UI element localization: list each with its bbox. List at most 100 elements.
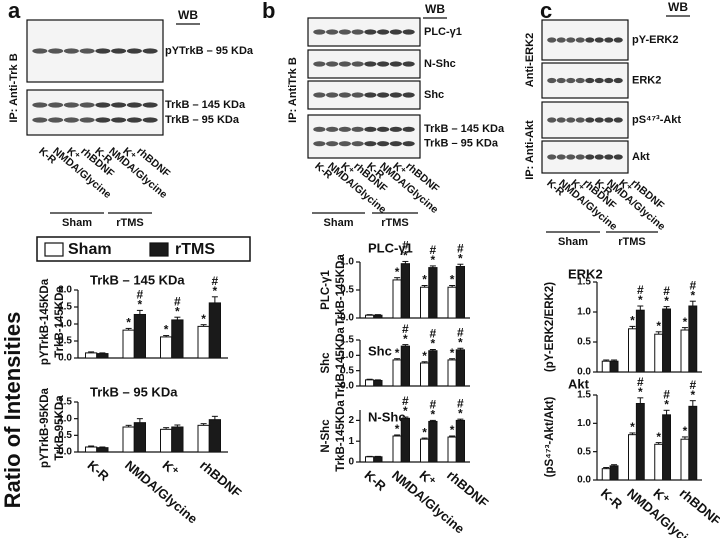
significance-mark: * — [403, 404, 408, 418]
blot — [541, 62, 629, 99]
bar — [662, 308, 671, 373]
error-bar — [374, 314, 381, 316]
blot-band — [377, 141, 390, 147]
bar — [420, 438, 430, 463]
bar — [601, 468, 611, 481]
error-bar — [366, 314, 373, 316]
blot-band — [313, 29, 326, 35]
error-bar — [421, 285, 428, 288]
error-bar — [457, 347, 464, 350]
bar — [171, 319, 184, 359]
legend-box — [36, 236, 251, 262]
significance-mark: * — [450, 346, 455, 360]
blot-band — [338, 29, 351, 35]
significance-mark: * — [126, 316, 131, 330]
blot-band — [547, 154, 557, 160]
blot-band — [63, 117, 79, 123]
panel-label: b — [262, 0, 275, 23]
blot-band — [313, 92, 326, 98]
y-tick-label: 0.0 — [340, 381, 354, 392]
significance-mark: * — [422, 349, 427, 363]
blot-band — [389, 141, 402, 147]
blot-band — [326, 92, 339, 98]
blot-band — [95, 117, 111, 123]
bar — [400, 345, 410, 387]
chart-title: Shc — [368, 343, 392, 358]
significance-mark: * — [175, 304, 180, 318]
error-bar — [637, 397, 644, 404]
blot-band — [556, 77, 566, 84]
blot-band — [338, 92, 351, 98]
blot-band — [79, 48, 95, 54]
significance-mark: * — [690, 388, 695, 402]
significance-mark: # — [402, 394, 409, 408]
blot — [307, 114, 421, 159]
blot-band — [111, 117, 127, 123]
blot-band — [613, 77, 623, 84]
error-bar — [174, 316, 181, 320]
blot-band — [351, 29, 364, 35]
y-tick-label: 0.5 — [577, 337, 591, 348]
error-bar — [163, 335, 170, 337]
error-bar — [200, 324, 207, 327]
x-tick-label: K-R — [598, 485, 626, 512]
blot-label: Akt — [632, 151, 650, 163]
wb-label: WB — [668, 0, 688, 14]
group-label: Sham — [62, 217, 92, 229]
y-tick-label: 0.0 — [577, 475, 591, 486]
significance-mark: # — [402, 322, 409, 336]
blot-band — [402, 126, 415, 132]
y-tick-label: 2.0 — [58, 285, 72, 296]
significance-mark: # — [663, 387, 670, 401]
bar — [635, 309, 645, 373]
y-tick-label: 0.5 — [58, 430, 72, 441]
y-axis-label: pYTrkB-95KDa — [39, 387, 51, 467]
blot-band — [585, 117, 595, 123]
wb-label: WB — [425, 2, 445, 16]
y-tick-label: 1.5 — [577, 277, 591, 288]
group-label: Sham — [324, 217, 354, 229]
blot-band — [613, 154, 623, 160]
error-bar — [457, 263, 464, 267]
significance-mark: # — [457, 325, 464, 339]
error-bar — [629, 432, 636, 435]
bar — [197, 325, 210, 359]
significance-mark: # — [457, 241, 464, 255]
blot-band — [604, 117, 614, 123]
group-label: Sham — [558, 236, 588, 248]
error-bar — [200, 423, 207, 426]
blot-band — [585, 77, 595, 84]
significance-mark: * — [201, 312, 206, 326]
significance-mark: * — [664, 397, 669, 411]
blot-band — [604, 37, 614, 43]
bar — [160, 428, 173, 453]
error-bar — [99, 446, 106, 448]
error-bar — [681, 327, 688, 330]
bar — [400, 417, 410, 463]
error-bar — [603, 467, 610, 469]
significance-mark: # — [212, 274, 219, 288]
blot-band — [326, 29, 339, 35]
blot — [541, 140, 629, 174]
blot-band — [326, 61, 339, 67]
bar — [133, 422, 146, 453]
error-bar — [99, 352, 106, 354]
bar — [635, 403, 645, 481]
blot-band — [111, 102, 127, 108]
blot-band — [142, 48, 158, 54]
bar — [420, 362, 430, 387]
chart-title: N-Shc — [368, 409, 406, 424]
bar — [688, 405, 698, 481]
blot-label: pY-ERK2 — [632, 34, 678, 46]
significance-mark: * — [683, 315, 688, 329]
significance-mark: * — [138, 298, 143, 312]
blot-band — [313, 126, 326, 132]
blot-band — [594, 154, 604, 160]
error-bar — [163, 427, 170, 430]
panel-label: c — [540, 0, 552, 23]
y-tick-label: 1.5 — [58, 302, 72, 313]
blot-band — [402, 29, 415, 35]
y-tick-label: 1.5 — [58, 397, 72, 408]
y-tick-label: 1.0 — [58, 413, 72, 424]
blot-band — [389, 29, 402, 35]
